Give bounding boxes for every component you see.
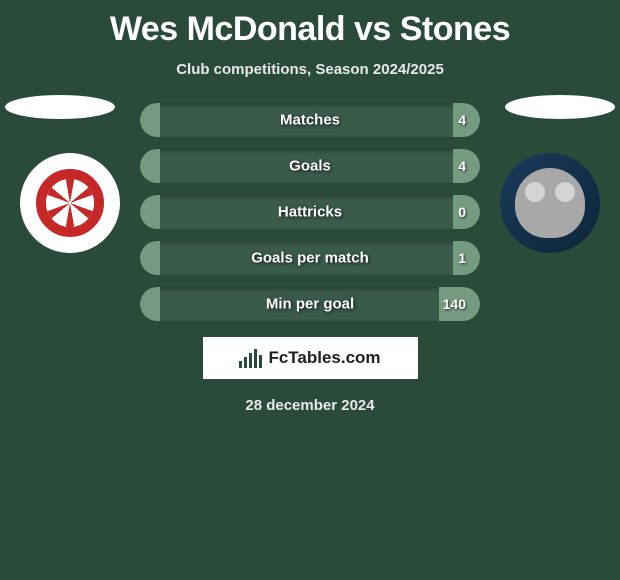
player-avatar-placeholder-left	[5, 95, 115, 119]
owl-icon	[515, 168, 585, 238]
player-avatar-placeholder-right	[505, 95, 615, 119]
stat-value-right: 4	[458, 112, 466, 128]
stat-fill-left	[140, 195, 160, 229]
stat-row: Min per goal 140	[140, 287, 480, 321]
brand-text: FcTables.com	[268, 348, 380, 368]
stat-row: Hattricks 0	[140, 195, 480, 229]
stat-fill-left	[140, 149, 160, 183]
snapshot-date: 28 december 2024	[0, 397, 620, 414]
hartlepool-united-badge	[20, 153, 120, 253]
stats-list: Matches 4 Goals 4 Hattricks 0 Goals per match 1…	[140, 103, 480, 321]
page-subtitle: Club competitions, Season 2024/2025	[0, 61, 620, 78]
stat-label: Goals per match	[251, 250, 369, 267]
stat-fill-left	[140, 103, 160, 137]
stat-fill-right	[453, 103, 480, 137]
stat-row: Goals per match 1	[140, 241, 480, 275]
stat-label: Matches	[280, 112, 340, 129]
stat-label: Goals	[289, 158, 331, 175]
brand-box: FcTables.com	[203, 337, 418, 379]
stat-fill-left	[140, 287, 160, 321]
stat-value-right: 4	[458, 158, 466, 174]
stat-fill-right	[453, 195, 480, 229]
stat-value-right: 140	[443, 296, 466, 312]
stat-label: Min per goal	[266, 296, 354, 313]
comparison-area: Matches 4 Goals 4 Hattricks 0 Goals per match 1…	[0, 103, 620, 414]
ship-wheel-icon	[36, 169, 104, 237]
stat-fill-right	[453, 149, 480, 183]
bar-chart-icon	[239, 348, 262, 368]
stat-label: Hattricks	[278, 204, 342, 221]
page-title: Wes McDonald vs Stones	[0, 0, 620, 49]
stat-row: Goals 4	[140, 149, 480, 183]
stat-value-right: 1	[458, 250, 466, 266]
stat-row: Matches 4	[140, 103, 480, 137]
stat-value-right: 0	[458, 204, 466, 220]
oldham-athletic-badge	[500, 153, 600, 253]
stat-fill-left	[140, 241, 160, 275]
stat-fill-right	[453, 241, 480, 275]
